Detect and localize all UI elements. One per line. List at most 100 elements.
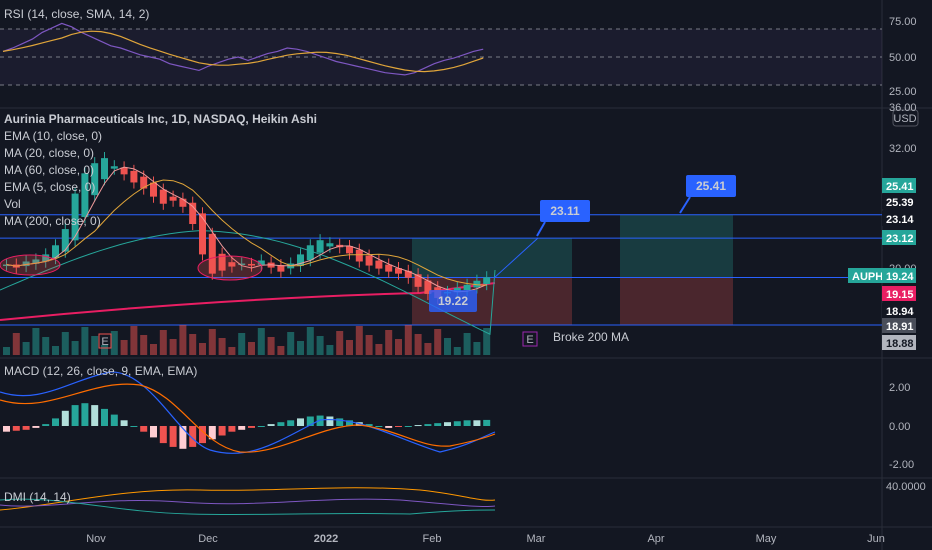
- indicator-legend-0: EMA (10, close, 0): [4, 129, 102, 143]
- volume-bar-27: [267, 337, 275, 355]
- earnings-icon-left-text: E: [101, 336, 108, 348]
- macd-hist-29: [287, 420, 295, 426]
- currency-box: [892, 109, 919, 127]
- candle-body-48: [473, 280, 481, 288]
- candle-body-39: [385, 264, 393, 272]
- macd-hist-30: [297, 418, 304, 426]
- price-label-1: 25.39: [886, 197, 914, 209]
- volume-bar-20: [199, 343, 206, 355]
- x-tick-4: Mar: [527, 533, 546, 545]
- volume-bar-17: [169, 339, 177, 355]
- macd-hist-31: [306, 416, 314, 426]
- x-tick-3: Feb: [423, 533, 442, 545]
- candle-body-16: [159, 189, 167, 204]
- macd-hist-19: [189, 426, 197, 447]
- rsi-legend: RSI (14, close, SMA, 14, 2): [4, 7, 149, 21]
- price-label-box-2: [882, 211, 916, 226]
- candle-body-32: [316, 240, 324, 253]
- indicator-legend-1: MA (20, close, 0): [4, 146, 94, 160]
- rsi-tick-1: 50.00: [889, 52, 917, 64]
- target1-callout: [540, 200, 590, 222]
- macd-hist-39: [385, 426, 393, 428]
- candle-body-24: [238, 263, 246, 266]
- candle-body-10: [101, 158, 108, 180]
- macd-hist-16: [159, 426, 167, 444]
- volume-bar-5: [52, 346, 59, 355]
- target2-callout-pointer: [679, 196, 691, 214]
- entry-callout: [429, 290, 477, 312]
- volume-bar-18: [179, 325, 187, 355]
- price-label-box-8: [882, 318, 916, 333]
- macd-hist-6: [61, 410, 69, 426]
- macd-hist-44: [434, 423, 442, 426]
- volume-bar-28: [277, 346, 285, 355]
- macd-hist-35: [346, 420, 353, 426]
- macd-hist-2: [22, 426, 30, 430]
- volume-bar-11: [110, 331, 118, 355]
- volume-bar-14: [140, 335, 148, 355]
- dmi-minus-line: [0, 498, 496, 516]
- ma200-line: [0, 282, 496, 321]
- indicator-legend-5: MA (200, close, 0): [4, 214, 101, 228]
- candle-body-13: [130, 170, 138, 183]
- x-tick-1: Dec: [198, 533, 218, 545]
- dmi-plus-line: [0, 498, 496, 508]
- candle-body-28: [277, 265, 285, 272]
- macd-hist-18: [179, 426, 187, 449]
- x-tick-2: 2022: [314, 533, 338, 545]
- macd-hist-22: [218, 426, 226, 436]
- macd-hist-41: [404, 426, 412, 427]
- candle-body-41: [404, 270, 412, 278]
- volume-bar-7: [71, 341, 79, 355]
- volume-bar-24: [238, 333, 246, 355]
- volume-bar-9: [91, 336, 99, 355]
- candle-body-30: [297, 254, 304, 266]
- macd-hist-0: [3, 426, 10, 432]
- macd-hist-34: [336, 418, 344, 426]
- candle-body-0: [3, 264, 10, 267]
- macd-hist-32: [316, 415, 324, 426]
- candle-body-42: [414, 274, 422, 287]
- long-zone-2: [620, 214, 733, 278]
- highlight-ellipse-2: [197, 255, 263, 281]
- price-label-0: 25.41: [886, 181, 914, 193]
- price-label-6: 19.15: [886, 289, 914, 301]
- volume-bar-23: [228, 347, 236, 355]
- price-label-9: 18.88: [886, 338, 914, 350]
- volume-bar-13: [130, 326, 138, 355]
- volume-bar-4: [42, 337, 50, 355]
- long-zone-1: [412, 238, 572, 278]
- macd-hist-3: [32, 426, 40, 428]
- price-label-8: 18.91: [886, 321, 914, 333]
- rsi-line: [2, 22, 484, 76]
- rsi-tick-2: 25.00: [889, 86, 917, 98]
- volume-bar-33: [326, 345, 334, 355]
- candle-body-26: [257, 260, 265, 265]
- ema10-line: [6, 166, 487, 293]
- candle-body-38: [375, 260, 383, 269]
- volume-bar-3: [32, 328, 40, 355]
- macd-hist-42: [414, 425, 422, 427]
- candle-body-35: [346, 246, 353, 254]
- macd-hist-47: [463, 420, 471, 426]
- volume-bar-12: [120, 340, 128, 355]
- macd-hist-48: [473, 420, 481, 426]
- rsi-tick-0: 75.00: [889, 16, 917, 28]
- volume-bar-41: [404, 325, 412, 355]
- macd-hist-1: [12, 426, 20, 431]
- macd-hist-27: [267, 424, 275, 426]
- price-label-box-9: [882, 335, 916, 350]
- x-tick-5: Apr: [647, 533, 664, 545]
- candle-body-23: [228, 262, 236, 267]
- volume-bar-34: [336, 331, 344, 355]
- macd-hist-21: [208, 426, 216, 440]
- candle-body-20: [199, 213, 206, 255]
- volume-bar-26: [257, 328, 265, 355]
- dmi-legend: DMI (14, 14): [4, 490, 71, 504]
- volume-bar-43: [424, 343, 432, 355]
- price-tick-0: 36.00: [889, 102, 917, 114]
- candle-body-12: [120, 167, 128, 175]
- ma60-line: [0, 230, 496, 335]
